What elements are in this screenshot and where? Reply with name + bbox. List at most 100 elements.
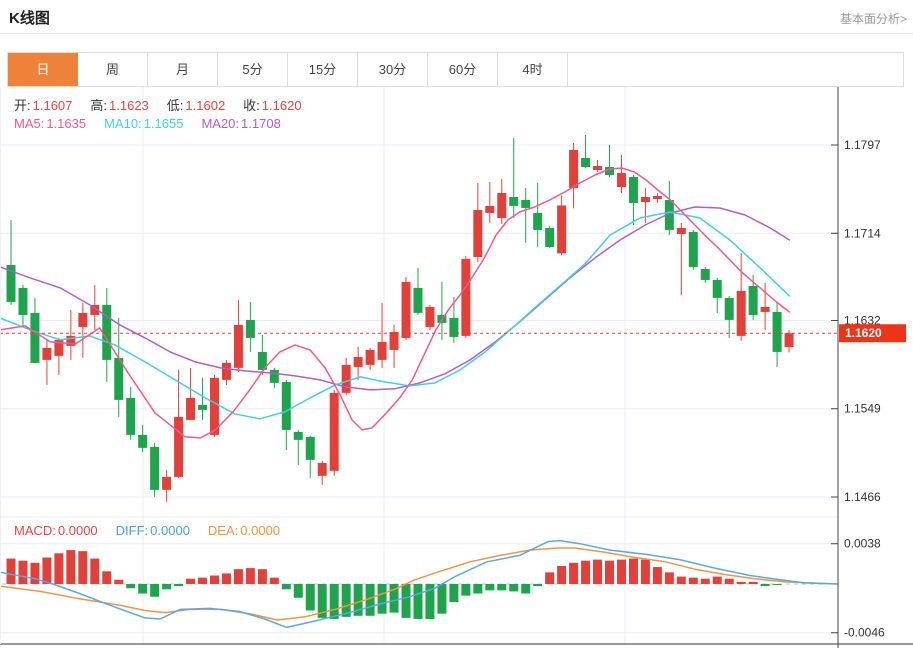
macd-bar [365, 584, 375, 616]
macd-bar [593, 559, 603, 584]
tab-interval-0[interactable]: 日 [8, 53, 78, 86]
candle-body [317, 462, 327, 476]
candle-body [329, 392, 339, 471]
candle-body [533, 212, 543, 230]
macd-bar [78, 551, 88, 584]
candle-body [485, 205, 495, 213]
legend-macd-dea: DEA: 0.0000 [207, 523, 281, 538]
macd-bar [688, 577, 698, 584]
macd-bar [245, 568, 255, 584]
macd-bar [473, 584, 483, 594]
candle-body [233, 324, 243, 368]
ohlc-legend: 开: 1.1607 高: 1.1623 低: 1.1602 收: 1.1620 [14, 95, 320, 114]
candle-body [54, 339, 64, 356]
macd-bar [497, 584, 507, 591]
macd-bar [317, 584, 327, 618]
candle-body [521, 199, 531, 208]
legend-macd-macd: MACD: 0.0000 [14, 523, 98, 538]
candle-body [162, 476, 172, 490]
macd-bar [700, 578, 710, 584]
macd-bar [114, 579, 124, 584]
macd-bar [54, 553, 64, 584]
candle-body [712, 279, 722, 298]
y-axis-label: 1.1632 [844, 313, 881, 327]
ma-legend: MA5: 1.1635 MA10: 1.1655 MA20: 1.1708 [14, 116, 299, 131]
candle-body [377, 341, 387, 360]
candle-body [760, 306, 770, 312]
candle-body [221, 362, 231, 380]
tab-interval-7[interactable]: 4时 [498, 53, 568, 86]
macd-bar [772, 584, 782, 586]
macd-bar [616, 559, 626, 584]
candle-body [509, 197, 519, 206]
macd-bar [341, 584, 351, 617]
candle-body [545, 227, 555, 247]
macd-bar [605, 560, 614, 584]
candle-body [664, 199, 674, 230]
macd-axis-label: 0.0038 [844, 537, 881, 551]
macd-bar [293, 584, 303, 598]
macd-bar [581, 560, 591, 584]
kline-chart-svg[interactable]: 1.1797 1.1714 1.1632 1.1549 1.1466 0.0038 -0.0… [0, 87, 913, 648]
ma5-line [0, 167, 791, 439]
candle-body [425, 306, 435, 327]
candle-body [461, 258, 471, 336]
candle-body [30, 312, 40, 363]
interval-tabbar: 日周月 5分 15分 30分 60分 4时 [7, 52, 904, 87]
y-axis-label: 1.1466 [844, 490, 881, 504]
macd-bar [664, 572, 674, 584]
macd-bar [198, 577, 208, 584]
candle-body [198, 404, 208, 410]
tab-interval-2[interactable]: 月 [148, 53, 218, 86]
candle-body [126, 397, 136, 435]
candle-body [449, 317, 459, 337]
candle-body [640, 197, 650, 202]
macd-bar [209, 575, 219, 584]
candle-body [628, 177, 638, 203]
macd-bar [389, 584, 399, 613]
macd-bar [557, 565, 567, 584]
macd-axis-label: -0.0046 [844, 626, 885, 640]
candle-body [605, 167, 614, 175]
candle-body [269, 369, 279, 383]
candle-body [748, 285, 758, 315]
macd-bar [126, 584, 136, 589]
macd-bar [90, 558, 100, 584]
candle-body [557, 205, 567, 254]
candle-body [676, 227, 686, 235]
macd-bar [138, 584, 148, 594]
header-divider [0, 33, 913, 34]
y-axis-label: 1.1549 [844, 402, 881, 416]
macd-bar [257, 569, 267, 584]
last-price-box [839, 324, 906, 343]
macd-legend: MACD: 0.0000 DIFF: 0.0000 DEA: 0.0000 [14, 523, 298, 538]
candle-body [293, 431, 303, 440]
macd-bar [174, 584, 184, 587]
candle-body [114, 357, 124, 400]
candle-body [341, 364, 351, 393]
candle-body [473, 209, 483, 257]
macd-bar [150, 584, 160, 597]
candle-body [6, 264, 16, 302]
candle-body [569, 149, 579, 188]
macd-bar [485, 584, 495, 591]
candle-body [724, 297, 734, 320]
tab-interval-6[interactable]: 60分 [428, 53, 498, 86]
macd-bar [521, 584, 531, 594]
tab-interval-5[interactable]: 30分 [358, 53, 428, 86]
fundamental-analysis-link[interactable]: 基本面分析> [839, 12, 907, 26]
tab-interval-3[interactable]: 5分 [218, 53, 288, 86]
chart-area[interactable]: 1.1797 1.1714 1.1632 1.1549 1.1466 0.0038 -0.0… [0, 87, 913, 648]
macd-bar [329, 584, 339, 619]
macd-bar [305, 584, 315, 611]
candle-body [174, 416, 184, 477]
tab-interval-4[interactable]: 15分 [288, 53, 358, 86]
macd-bar [66, 550, 76, 584]
legend-ohlc-close: 收: 1.1620 [243, 98, 302, 113]
candle-body [688, 231, 698, 267]
tab-interval-1[interactable]: 周 [78, 53, 148, 86]
candle-body [42, 347, 52, 360]
macd-bar [425, 584, 435, 619]
macd-bar [461, 584, 471, 596]
